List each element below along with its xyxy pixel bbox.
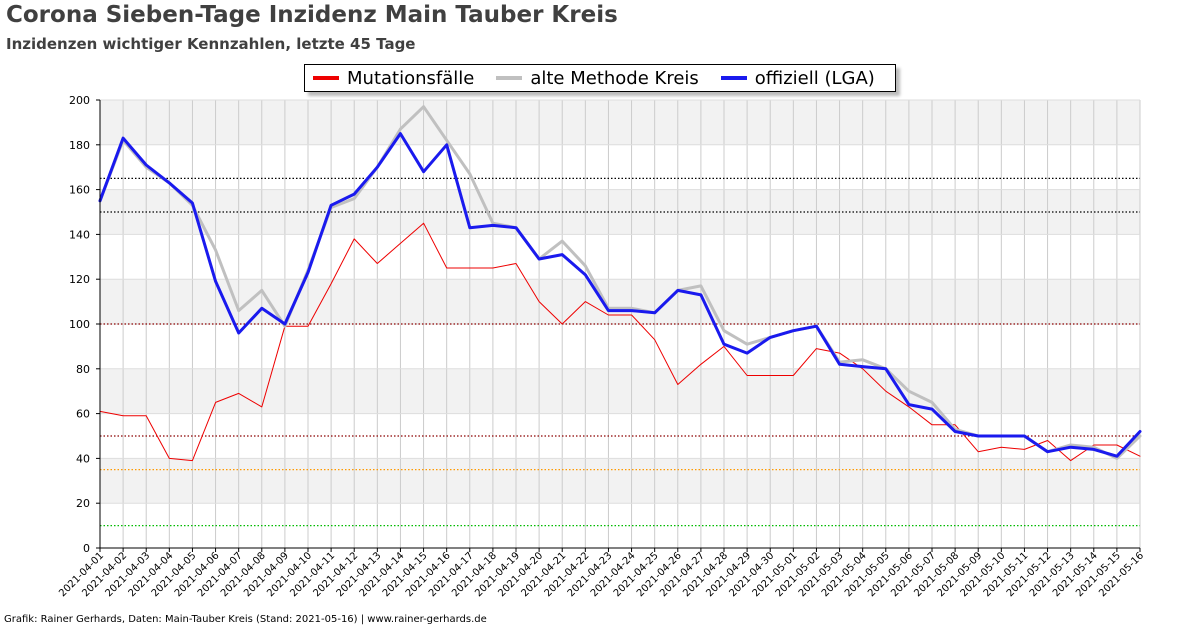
background-band <box>100 458 1140 504</box>
y-tick-labels: 0 20 40 60 80 100 120 140 160 180 200 <box>69 94 100 555</box>
legend-swatch <box>313 76 339 80</box>
background-bands <box>100 100 1140 504</box>
legend-item-2: alte Methode Kreis <box>496 67 699 89</box>
legend-label: alte Methode Kreis <box>530 67 699 89</box>
legend-swatch <box>720 76 747 80</box>
horizontal-grid <box>100 99 1140 549</box>
y-tick-label: 160 <box>69 184 90 197</box>
legend: Mutationsfälle alte Methode Kreis offiziel… <box>304 64 896 92</box>
y-tick-label: 180 <box>69 139 90 152</box>
y-tick-label: 200 <box>69 94 90 107</box>
footer-credit: Grafik: Rainer Gerhards, Daten: Main-Tau… <box>4 614 487 625</box>
y-tick-label: 60 <box>76 408 90 421</box>
legend-label: offiziell (LGA) <box>754 67 875 89</box>
y-tick-label: 120 <box>69 273 90 286</box>
series-line-1 <box>99 222 1141 462</box>
legend-item-1: Mutationsfälle <box>313 68 474 89</box>
y-tick-label: 100 <box>69 318 90 331</box>
y-tick-label: 80 <box>76 363 90 376</box>
y-tick-label: 0 <box>83 542 90 555</box>
chart-subtitle: Inzidenzen wichtiger Kennzahlen, letzte … <box>6 35 416 53</box>
y-tick-label: 20 <box>76 497 90 510</box>
series-lines <box>98 105 1142 462</box>
legend-item-3: offiziell (LGA) <box>720 67 875 89</box>
y-tick-label: 140 <box>69 228 90 241</box>
x-tick-labels: 2021-04-012021-04-022021-04-032021-04-04… <box>57 548 1146 599</box>
background-band <box>100 189 1140 235</box>
chart-title: Corona Sieben-Tage Inzidenz Main Tauber … <box>6 2 618 28</box>
legend-label: Mutationsfälle <box>347 67 475 89</box>
series-line-3 <box>98 132 1142 458</box>
legend-swatch <box>496 76 523 80</box>
y-tick-label: 40 <box>76 452 90 465</box>
background-band <box>100 279 1140 324</box>
background-band <box>100 368 1140 414</box>
background-band <box>100 100 1140 145</box>
